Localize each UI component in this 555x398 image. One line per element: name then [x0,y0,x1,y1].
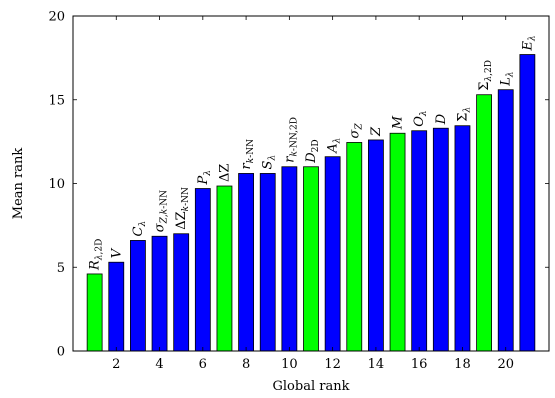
bar-label-21: Eλ [520,35,537,51]
bar-14 [368,139,384,352]
bar-label-5: ΔZk-NN [174,187,191,230]
bars-layer [86,54,536,352]
x-tick-label: 2 [112,357,120,372]
bar-4 [151,235,168,352]
bar-label-2: V [109,247,124,258]
bar-20 [497,89,514,352]
bar-3 [130,240,146,352]
x-tick-label: 20 [497,357,514,372]
bar-10 [281,166,298,352]
y-tick-label: 5 [57,261,65,276]
bar-18 [454,125,471,352]
bar-label-20: Lλ [499,71,516,86]
bar-label-3: Cλ [131,221,148,237]
bar-label-1: Rλ,2D [88,239,105,271]
x-tick-label: 8 [242,357,250,372]
bar-label-7: ΔZ [217,164,232,182]
bar-13 [346,142,363,352]
y-axis-title: Mean rank [11,148,26,220]
bar-label-19: Σλ,2D [477,60,494,91]
bar-17 [432,127,449,352]
bar-label-17: D [434,113,449,125]
bar-label-15: M [391,115,406,130]
x-tick-label: 4 [155,357,163,372]
bar-label-12: Aλ [326,138,343,154]
x-tick-label: 12 [324,357,341,372]
y-tick-label: 15 [48,93,65,108]
bar-5 [173,233,190,352]
x-tick-label: 18 [454,357,471,372]
x-tick-label: 14 [368,357,385,372]
bar-15 [389,132,406,352]
bar-8 [238,173,254,352]
x-tick-label: 10 [281,357,298,372]
x-tick-label: 16 [411,357,428,372]
ticks-layer: 0 5 10 15 20 2 4 6 8 10 12 14 16 18 20 [48,10,549,372]
y-tick-label: 10 [48,177,65,192]
bar-19 [476,94,492,352]
bar-7 [216,185,233,352]
bar-21 [519,54,536,352]
bar-label-11: D2D [304,139,321,163]
bar-label-16: Oλ [412,110,429,126]
bar-label-9: Sλ [261,155,278,170]
bar-2 [108,261,125,352]
bar-label-8: rk-NN [239,139,256,170]
bar-11 [303,166,319,352]
bar-label-14: Z [369,126,384,137]
bar-label-13: σZ [347,123,364,139]
x-tick-label: 6 [199,357,207,372]
bar-9 [259,173,276,352]
y-tick-label: 20 [48,10,65,25]
bar-label-4: σZ,k-NN [153,190,170,232]
bar-1 [86,273,103,352]
bar-12 [324,156,341,352]
bar-label-6: Pλ [196,170,213,185]
y-tick-label: 0 [57,345,65,360]
bar-6 [194,188,211,352]
bar-label-10: rk-NN,2D [282,117,299,163]
x-axis-title: Global rank [273,379,350,394]
bar-16 [411,130,428,352]
bar-label-18: Σλ [455,107,472,122]
